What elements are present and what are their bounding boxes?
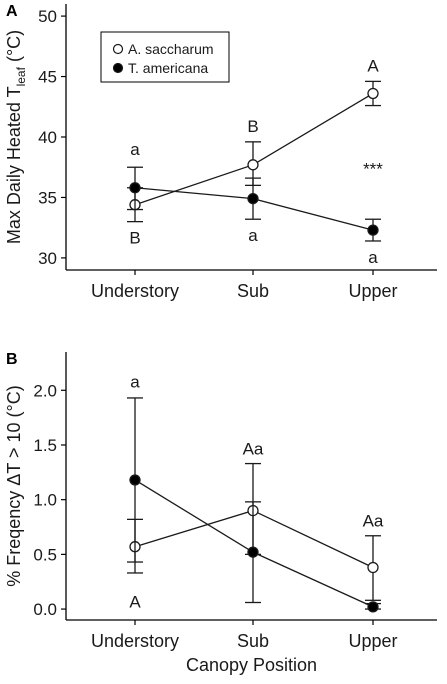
data-point-filled [247,546,259,558]
y-tick-label: 1.5 [33,436,57,455]
x-tick-label: Upper [348,281,397,301]
x-tick-label: Upper [348,631,397,651]
y-axis-title-subscript: leaf [14,66,28,86]
significance-letter: B [247,117,258,136]
data-point-filled [247,193,259,205]
panel-b: B 0.0 0.5 1.0 1.5 2.0 Understory Sub Upper % Freq… [4,351,437,675]
panel-tag: A [6,3,18,20]
data-point-open [247,159,259,171]
x-tick-label: Understory [91,631,179,651]
significance-letter: a [368,248,378,267]
legend-label: A. saccharum [128,41,214,57]
y-tick-label: 0.5 [33,545,57,564]
y-tick-label: 50 [38,7,57,26]
significance-letter: A [367,56,379,75]
legend: A. saccharum T. americana [100,31,230,83]
significance-letter: a [130,140,140,159]
x-axis-title: Canopy Position [186,655,317,675]
data-point-open [367,561,379,574]
x-tick-label: Understory [91,281,179,301]
series-line [134,479,374,608]
x-tick-label: Sub [237,631,269,651]
y-tick-label: 45 [38,68,57,87]
significance-letter: B [129,229,140,248]
data-point-filled [129,182,141,194]
legend-label: T. americana [128,60,208,76]
significance-letter: Aa [243,439,264,458]
y-tick-label: 2.0 [33,381,57,400]
data-point-filled [367,224,379,236]
significance-stars: *** [363,159,383,178]
y-axis-title: Max Daily Heated Tleaf (°C) [4,30,28,244]
significance-letter: a [130,373,140,392]
series-line [134,509,374,569]
x-tick-label: Sub [237,281,269,301]
y-axis-title-main: Max Daily Heated T [4,86,24,244]
data-point-filled [129,474,141,486]
significance-letter: A [129,592,141,611]
y-axis-title: % Freqency ΔT > 10 (°C) [4,385,24,586]
legend-box [100,31,230,83]
series-line [134,92,374,206]
panel-tag: B [6,351,18,368]
significance-letter: a [248,226,258,245]
y-axis-title-main: % Freqency ΔT > 10 (°C) [4,385,24,586]
data-point-open [367,87,379,100]
y-tick-label: 0.0 [33,600,57,619]
y-tick-label: 40 [38,128,57,147]
panel-a: A 30 35 40 45 50 Understory Sub Upper Max Daily H… [4,3,437,301]
significance-letter: Aa [363,511,384,530]
data-point-filled [367,601,379,613]
y-tick-label: 30 [38,249,57,268]
y-tick-label: 35 [38,188,57,207]
y-tick-label: 1.0 [33,491,57,510]
legend-marker-filled [112,62,124,74]
y-axis-title-unit: (°C) [4,30,24,67]
legend-marker-open [112,43,124,55]
